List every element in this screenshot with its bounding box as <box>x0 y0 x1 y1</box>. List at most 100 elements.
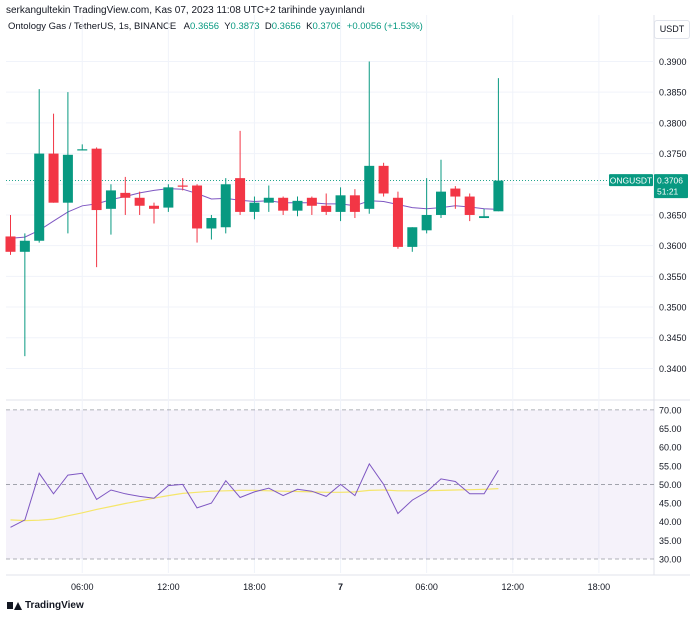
candle <box>120 176 131 215</box>
time-tick-label: 12:00 <box>157 582 180 592</box>
tradingview-logo-icon <box>7 601 22 610</box>
symbol-tag: ONGUSDT <box>610 176 653 186</box>
rsi-tick-label: 60.00 <box>659 443 682 453</box>
candle <box>392 191 403 249</box>
symbol-info: Ontology Gas / TetherUS, 1s, BINANCE A 0.… <box>8 21 423 32</box>
high-value: 0.3873 <box>230 21 260 32</box>
price-tick-label: 0.3400 <box>659 364 687 374</box>
price-tag-countdown: 51:21 <box>657 187 679 197</box>
candle-body <box>321 205 332 212</box>
candle <box>349 189 360 219</box>
candle <box>220 178 231 234</box>
rsi-line <box>10 462 499 528</box>
candle-body <box>479 216 490 219</box>
candle-body <box>335 195 346 212</box>
candle <box>407 227 418 252</box>
candle <box>105 184 116 235</box>
candle <box>163 184 174 212</box>
candle-body <box>19 240 30 252</box>
candle <box>235 130 246 215</box>
candle <box>192 184 203 243</box>
candle-body <box>149 205 159 209</box>
rsi-ma-line <box>10 488 499 522</box>
candle-body <box>48 153 59 203</box>
candle-body <box>77 149 88 151</box>
price-tick-label: 0.3650 <box>659 210 687 220</box>
candle-body <box>34 153 45 241</box>
candle-body <box>235 178 246 212</box>
price-tick-label: 0.3750 <box>659 149 687 159</box>
time-tick-label: 18:00 <box>588 582 611 592</box>
symbol-title[interactable]: Ontology Gas / TetherUS, 1s, BINANCE <box>8 21 177 32</box>
candle-body <box>192 185 203 229</box>
candle <box>62 92 73 234</box>
candle <box>335 187 346 222</box>
time-tick-label: 12:00 <box>501 582 524 592</box>
candle-body <box>493 180 504 212</box>
candle <box>91 147 102 268</box>
candles-layer <box>5 61 504 357</box>
candle-body <box>105 190 116 209</box>
candle <box>177 178 188 191</box>
candle <box>321 193 332 215</box>
low-label: D <box>264 21 272 32</box>
candle <box>77 144 88 151</box>
candle-body <box>464 196 475 215</box>
candle <box>421 178 432 234</box>
time-tick-label: 06:00 <box>415 582 438 592</box>
candle-body <box>450 188 461 197</box>
rsi-tick-label: 70.00 <box>659 405 682 415</box>
candle <box>464 193 475 222</box>
price-tag-value: 0.3706 <box>657 176 683 186</box>
candle-body <box>220 184 231 228</box>
candle <box>34 89 45 243</box>
rsi-tick-label: 45.00 <box>659 499 682 509</box>
price-tag-bg <box>654 174 688 199</box>
candle-body <box>134 197 145 206</box>
time-tick-label: 7 <box>338 582 343 592</box>
rsi-tick-label: 50.00 <box>659 480 682 490</box>
high-label: Y <box>224 21 231 32</box>
rsi-tick-label: 55.00 <box>659 461 682 471</box>
candle-body <box>249 202 260 212</box>
open-label: A <box>183 21 191 32</box>
price-tick-label: 0.3800 <box>659 118 687 128</box>
time-tick-label: 18:00 <box>243 582 266 592</box>
rsi-tick-label: 35.00 <box>659 536 682 546</box>
price-tick-label: 0.3900 <box>659 57 687 67</box>
candle <box>450 186 461 209</box>
candle <box>479 208 490 219</box>
candle <box>378 162 389 197</box>
candle-body <box>421 214 432 231</box>
candle-body <box>292 200 303 211</box>
candle <box>493 78 504 212</box>
candle <box>149 202 159 224</box>
candle-body <box>206 218 217 229</box>
candle-body <box>278 197 289 211</box>
change-value: +0.0056 (+1.53%) <box>346 21 423 32</box>
rsi-tick-label: 40.00 <box>659 517 682 527</box>
candle-body <box>163 187 174 208</box>
rsi-tick-label: 30.00 <box>659 555 682 565</box>
candle <box>292 196 303 217</box>
candle <box>5 214 16 255</box>
candle-body <box>364 165 375 209</box>
candle <box>263 185 274 212</box>
candle <box>278 196 289 215</box>
price-tick-label: 0.3850 <box>659 88 687 98</box>
rsi-tick-label: 65.00 <box>659 424 682 434</box>
publish-caption: serkangultekin TradingView.com, Kas 07, … <box>6 5 366 16</box>
symbol-tag-bg <box>609 174 653 187</box>
low-value: 0.3656 <box>271 21 301 32</box>
candle-body <box>5 236 16 252</box>
candle <box>48 113 59 203</box>
candle-body <box>91 148 102 211</box>
candle-body <box>263 197 274 203</box>
candle-body <box>177 185 188 187</box>
price-tick-label: 0.3450 <box>659 333 687 343</box>
time-tick-label: 06:00 <box>71 582 94 592</box>
candle-body <box>378 165 389 194</box>
candle <box>19 233 30 357</box>
rsi-pane <box>6 409 654 560</box>
